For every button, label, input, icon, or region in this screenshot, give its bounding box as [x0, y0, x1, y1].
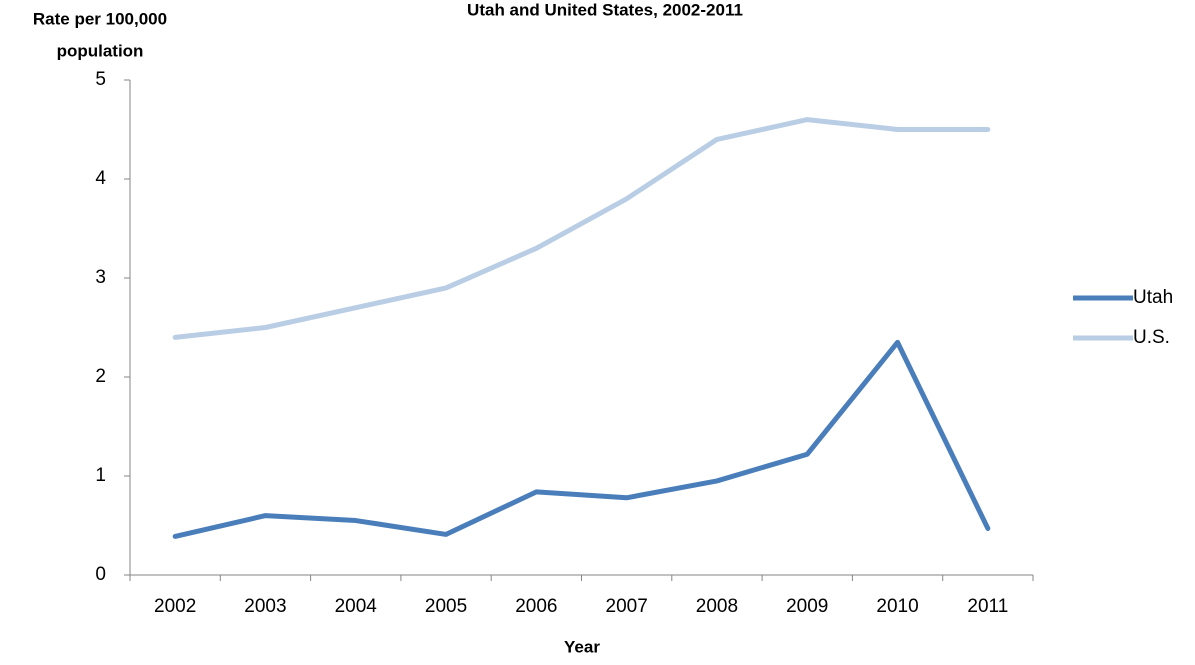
series-line — [172, 117, 991, 340]
x-tick-label: 2011 — [967, 596, 1008, 617]
x-tick-label: 2010 — [876, 596, 918, 617]
x-tick-label: 2002 — [154, 596, 196, 617]
y-axis-title: population — [57, 41, 144, 60]
x-tick-label: 2003 — [244, 596, 286, 617]
x-tick-label: 2007 — [606, 596, 648, 617]
y-axis-title: Rate per 100,000 — [33, 9, 167, 28]
x-tick-label: 2006 — [515, 596, 557, 617]
y-tick-label: 3 — [95, 267, 106, 288]
x-tick-label: 2008 — [696, 596, 738, 617]
x-tick-label: 2004 — [335, 596, 378, 617]
x-axis-title: Year — [564, 637, 600, 656]
chart-title: Utah and United States, 2002-2011 — [467, 0, 743, 19]
y-tick-label: 1 — [95, 465, 106, 486]
y-tick-label: 4 — [95, 168, 106, 189]
series-line — [172, 339, 991, 539]
y-tick-label: 2 — [95, 366, 106, 387]
legend-label: U.S. — [1133, 327, 1170, 348]
x-tick-label: 2005 — [425, 596, 467, 617]
y-tick-label: 5 — [95, 69, 106, 90]
legend-label: Utah — [1133, 287, 1173, 308]
y-tick-label: 0 — [95, 564, 106, 585]
x-tick-label: 2009 — [786, 596, 828, 617]
